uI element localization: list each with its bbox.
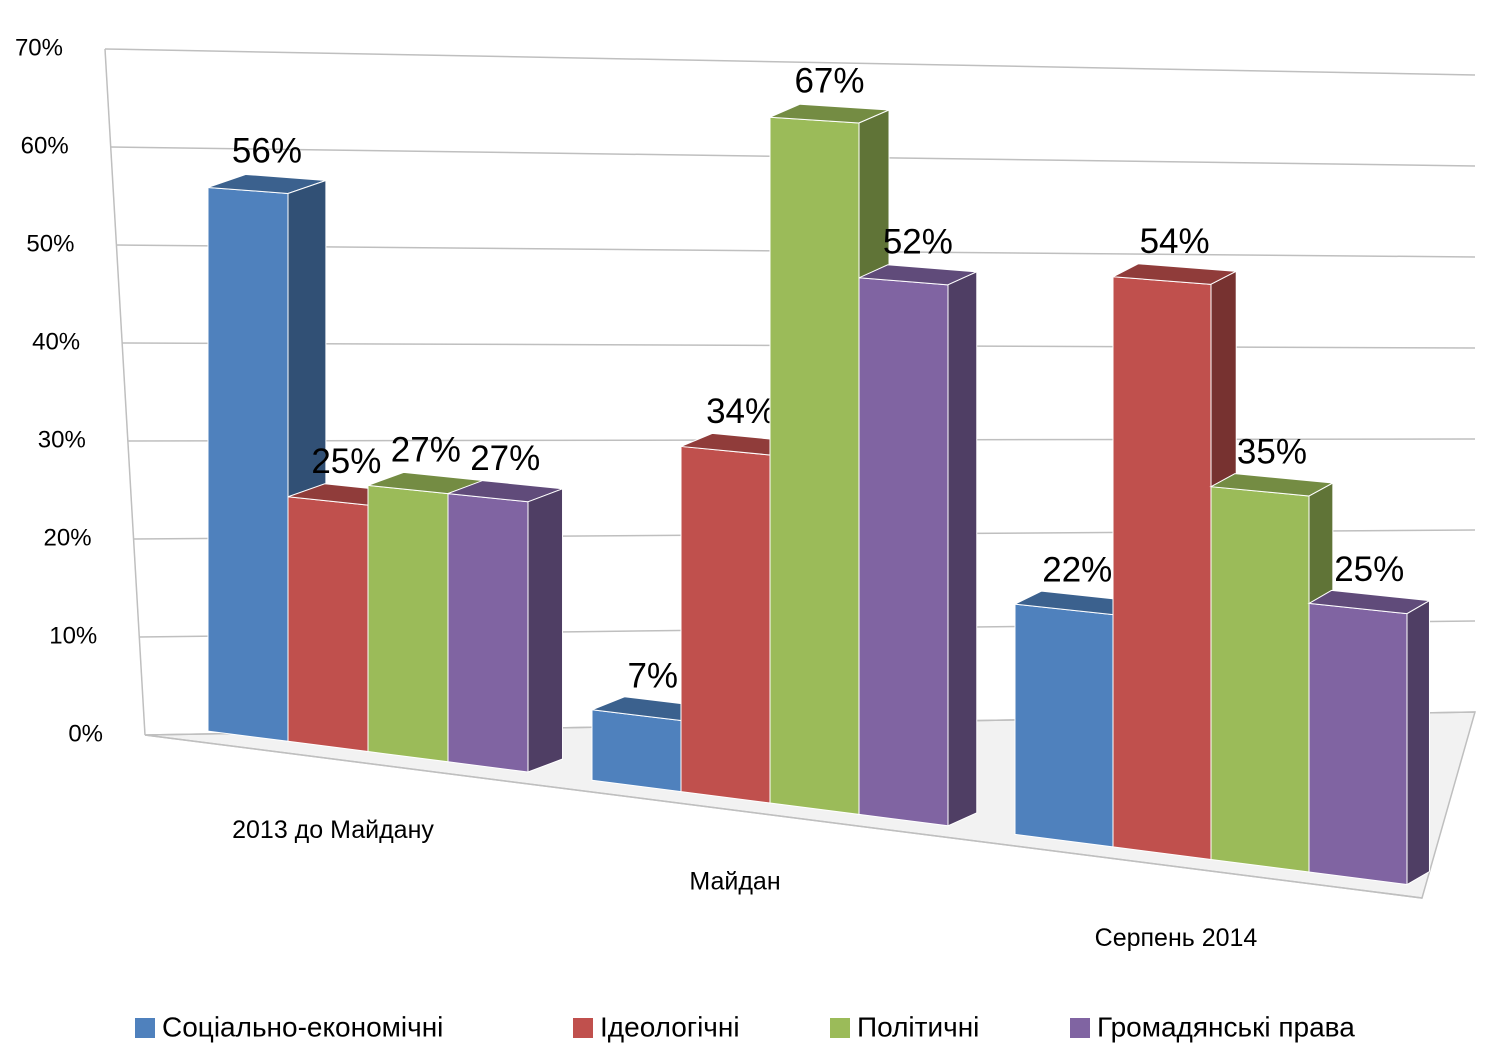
value-label: 67% [794, 61, 864, 100]
legend-swatch [573, 1018, 593, 1038]
bar [207, 186, 289, 742]
x-tick-label: Майдан [689, 868, 780, 896]
bar [367, 484, 449, 763]
bar-side [947, 271, 978, 827]
bar [447, 493, 529, 773]
y-tick-label: 50% [26, 230, 74, 257]
legend-swatch [135, 1018, 155, 1038]
legend-label: Політичні [857, 1011, 979, 1042]
grid-line [104, 48, 1476, 76]
y-tick-label: 30% [38, 426, 86, 453]
value-label: 25% [311, 442, 381, 481]
bar-side [1406, 599, 1430, 886]
x-tick-label: 2013 до Майдану [232, 816, 434, 844]
value-label: 7% [627, 656, 678, 695]
bar [769, 116, 860, 815]
legend-label: Громадянські права [1097, 1011, 1355, 1042]
y-tick-label: 60% [21, 132, 69, 159]
y-tick-label: 10% [49, 622, 97, 649]
value-label: 27% [391, 431, 461, 470]
value-label: 56% [232, 132, 302, 171]
x-tick-label: Серпень 2014 [1095, 924, 1258, 952]
legend-swatch [1070, 1018, 1090, 1038]
bar [1210, 486, 1310, 873]
legend-swatch [830, 1018, 850, 1038]
value-label: 22% [1042, 551, 1112, 590]
bar [1308, 602, 1408, 886]
bar [287, 496, 369, 753]
y-axis [104, 48, 146, 736]
value-label: 54% [1140, 222, 1210, 261]
y-tick-label: 70% [15, 34, 63, 61]
y-tick-label: 0% [68, 720, 103, 747]
value-label: 25% [1334, 550, 1404, 589]
x-axis [144, 734, 1423, 899]
y-tick-label: 20% [44, 524, 92, 551]
legend-label: Соціально-економічні [162, 1011, 443, 1042]
value-label: 27% [470, 439, 540, 478]
bar [858, 277, 949, 827]
bar [1014, 603, 1114, 848]
y-tick-label: 40% [32, 328, 80, 355]
bar [680, 445, 771, 804]
legend-label: Ідеологічні [600, 1011, 740, 1042]
bar-side [527, 488, 564, 773]
value-label: 35% [1237, 433, 1307, 472]
bar [1112, 276, 1212, 861]
bar [591, 709, 682, 793]
value-label: 52% [883, 223, 953, 262]
value-label: 34% [706, 392, 776, 431]
